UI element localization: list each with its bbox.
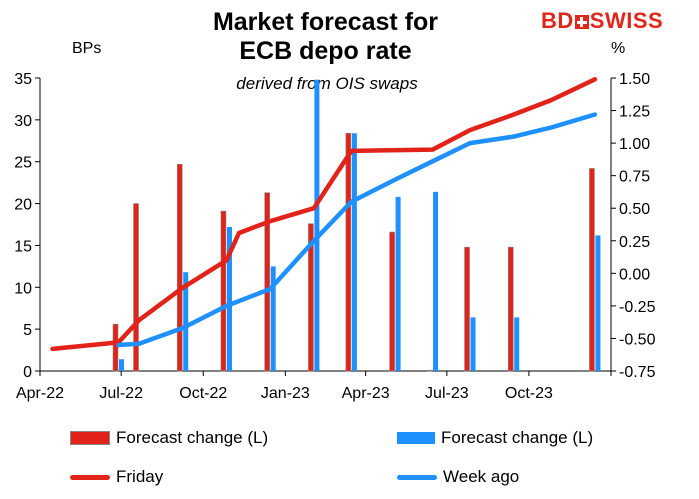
legend-swatch-red-bar [70,431,110,445]
bar-red [389,231,395,372]
bar-red [264,192,270,372]
bar-red [345,132,352,372]
left-tick-label: 15 [14,238,32,255]
bar-red [133,203,139,372]
legend-swatch-blue-line [397,474,437,480]
right-tick-label: -0.50 [619,331,656,348]
bar-red [464,246,470,372]
left-tick-label: 5 [23,322,32,339]
logo-text-left: BD [541,8,574,33]
x-tick-label: Oct-22 [179,385,227,402]
bar-blue [395,196,401,371]
right-tick-label: 1.25 [619,104,650,121]
swiss-cross-icon [574,15,589,29]
bar-red [176,163,183,372]
brand-logo: BD SWISS [541,8,663,34]
left-tick-label: 35 [14,71,32,88]
bar-blue [270,266,276,371]
legend-item-forecast-change-red: Forecast change (L) [70,428,268,448]
right-tick-label: 0.25 [619,234,650,251]
right-tick-label: 1.50 [619,71,650,88]
x-tick-label: Jul-23 [425,385,469,402]
legend-item-friday: Friday [70,467,163,487]
right-tick-label: -0.75 [619,364,656,381]
left-tick-label: 30 [14,113,32,130]
bar-blue [183,272,189,371]
left-tick-label: 0 [23,364,32,381]
chart-title-line1: Market forecast for [212,8,439,36]
left-tick-label: 25 [14,155,32,172]
left-tick-label: 20 [14,197,32,214]
bar-blue [314,79,320,371]
legend-label: Forecast change (L) [116,428,269,447]
legend-swatch-red-line [70,474,110,480]
bar-red [220,210,227,372]
legend-item-week-ago: Week ago [397,467,519,487]
bar-red [426,369,433,372]
right-tick-label: -0.25 [619,299,656,316]
right-axis-label: % [611,40,626,57]
x-tick-label: Apr-22 [16,385,64,402]
bar-blue [226,227,232,371]
x-tick-label: Jan-23 [261,385,310,402]
bar-red [589,168,595,372]
bar-red [112,323,119,372]
line-friday [50,77,598,352]
bar-red [507,246,514,372]
legend-swatch-blue-bar [397,432,435,444]
chart-subtitle: derived from OIS swaps [236,74,418,93]
left-tick-label: 10 [14,280,32,297]
bar-blue [470,317,476,371]
chart-title-line2: ECB depo rate [239,37,412,65]
bar-blue [433,191,439,371]
logo-text-right: SWISS [589,8,664,33]
legend-label: Week ago [443,467,520,486]
bar-red [308,223,314,372]
legend-label: Forecast change (L) [441,428,594,447]
legend-label: Friday [116,467,164,486]
bar-blue [119,359,125,371]
x-tick-label: Oct-23 [505,385,553,402]
left-axis-label: BPs [72,40,102,57]
legend-item-forecast-change-blue: Forecast change (L) [397,428,593,448]
x-tick-label: Jul-22 [99,385,143,402]
bar-blue [514,317,520,371]
right-tick-label: 0.75 [619,169,650,186]
bar-blue [351,133,357,371]
right-tick-label: 1.00 [619,136,650,153]
right-tick-label: 0.00 [619,266,650,283]
bar-blue [595,235,601,371]
x-tick-label: Apr-23 [342,385,390,402]
right-tick-label: 0.50 [619,201,650,218]
line-week-ago [116,112,598,348]
